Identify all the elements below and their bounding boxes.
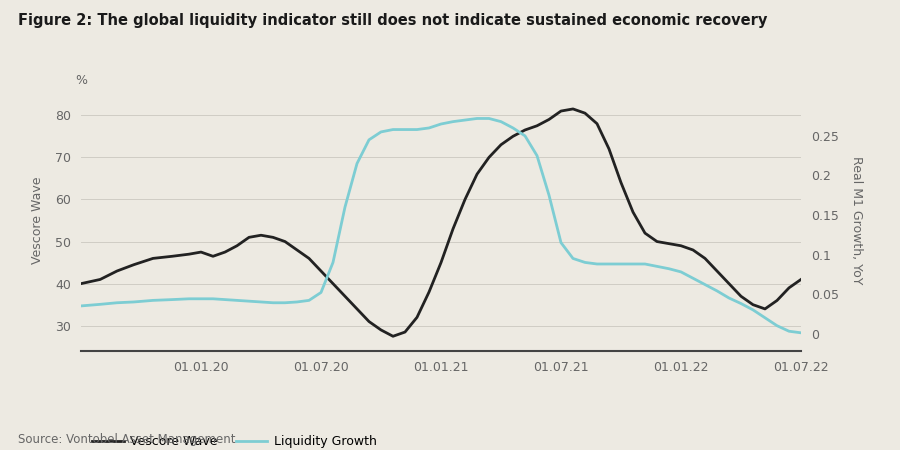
Y-axis label: Real M1 Growth, YoY: Real M1 Growth, YoY	[850, 156, 863, 285]
Legend: Vescore Wave, Liquidity Growth: Vescore Wave, Liquidity Growth	[87, 430, 382, 450]
Text: %: %	[75, 74, 87, 87]
Y-axis label: Vescore Wave: Vescore Wave	[32, 177, 44, 264]
Text: Source: Vontobel Asset Management: Source: Vontobel Asset Management	[18, 432, 236, 446]
Text: Figure 2: The global liquidity indicator still does not indicate sustained econo: Figure 2: The global liquidity indicator…	[18, 14, 768, 28]
